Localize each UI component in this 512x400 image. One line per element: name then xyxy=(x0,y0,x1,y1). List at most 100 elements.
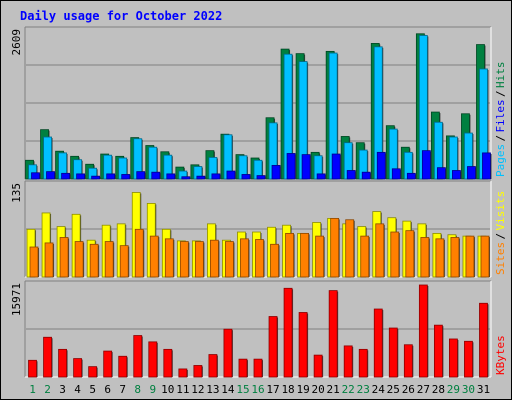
bar-sites-day-31 xyxy=(480,235,490,278)
bar-sites-day-2 xyxy=(44,242,54,278)
bar-sites-day-20 xyxy=(315,235,325,278)
bar-sites-day-24 xyxy=(375,223,385,278)
ymax-label-visits-sites: 135 xyxy=(10,183,23,203)
bar-kbytes-day-20 xyxy=(313,354,323,378)
x-tick-day-26: 26 xyxy=(402,383,415,396)
bar-kbytes-day-31 xyxy=(479,302,488,378)
x-tick-day-31: 31 xyxy=(477,383,490,396)
bar-sites-day-13 xyxy=(210,239,219,278)
bar-pages-day-11 xyxy=(181,176,191,180)
x-tick-day-6: 6 xyxy=(104,383,111,396)
x-tick-day-15: 15 xyxy=(236,383,249,396)
bar-kbytes-day-16 xyxy=(253,358,263,378)
legend-files: Files xyxy=(494,99,507,132)
bar-pages-day-28 xyxy=(436,167,446,180)
bar-kbytes-day-1 xyxy=(28,359,37,378)
bar-kbytes-day-21 xyxy=(328,290,338,378)
bar-sites-day-30 xyxy=(465,235,475,278)
bar-sites-day-18 xyxy=(285,232,294,278)
x-tick-day-18: 18 xyxy=(281,383,294,396)
bar-kbytes-day-29 xyxy=(449,338,458,378)
bar-sites-day-14 xyxy=(225,241,234,278)
x-tick-day-28: 28 xyxy=(432,383,445,396)
bar-kbytes-day-28 xyxy=(433,324,443,378)
bar-kbytes-day-24 xyxy=(373,308,383,378)
bar-pages-day-26 xyxy=(406,172,416,180)
bar-kbytes-day-22 xyxy=(343,345,353,378)
bar-kbytes-day-17 xyxy=(268,316,278,378)
x-tick-day-10: 10 xyxy=(161,383,174,396)
x-tick-day-20: 20 xyxy=(312,383,325,396)
x-tick-day-12: 12 xyxy=(191,383,204,396)
x-tick-day-25: 25 xyxy=(387,383,400,396)
bar-sites-day-17 xyxy=(270,243,279,278)
bar-kbytes-day-12 xyxy=(193,365,203,378)
ymax-label-kbytes: 15971 xyxy=(10,283,23,316)
bar-sites-day-12 xyxy=(194,241,204,278)
bar-pages-day-20 xyxy=(316,173,326,180)
bar-pages-day-4 xyxy=(76,173,86,180)
bar-kbytes-day-27 xyxy=(418,284,428,378)
bar-pages-day-2 xyxy=(46,171,55,180)
bar-sites-day-4 xyxy=(74,241,84,278)
x-tick-day-4: 4 xyxy=(74,383,81,396)
x-tick-day-14: 14 xyxy=(221,383,235,396)
bar-pages-day-25 xyxy=(391,168,401,180)
x-tick-day-17: 17 xyxy=(266,383,279,396)
x-tick-day-11: 11 xyxy=(176,383,189,396)
bar-pages-day-30 xyxy=(467,166,476,180)
bar-pages-day-13 xyxy=(211,173,221,180)
bar-sites-day-10 xyxy=(164,238,174,278)
bar-sites-day-28 xyxy=(435,238,445,278)
bar-pages-day-29 xyxy=(452,170,461,180)
bar-sites-day-8 xyxy=(134,228,144,278)
bar-kbytes-day-9 xyxy=(148,341,158,378)
bar-kbytes-day-2 xyxy=(43,336,52,378)
bar-sites-day-3 xyxy=(59,237,69,278)
bar-kbytes-day-23 xyxy=(358,348,368,378)
bar-kbytes-day-13 xyxy=(208,354,218,378)
bar-sites-day-9 xyxy=(149,235,159,278)
x-tick-day-23: 23 xyxy=(357,383,370,396)
legend-visits: Visits xyxy=(494,191,507,231)
x-tick-day-3: 3 xyxy=(59,383,66,396)
bar-kbytes-day-8 xyxy=(133,335,143,378)
bar-sites-day-16 xyxy=(255,239,264,278)
bar-pages-day-18 xyxy=(286,153,296,180)
x-tick-day-7: 7 xyxy=(119,383,126,396)
bar-pages-day-19 xyxy=(301,154,311,180)
x-tick-day-2: 2 xyxy=(44,383,51,396)
legend-kbytes: KBytes xyxy=(494,335,507,375)
bar-sites-day-15 xyxy=(240,238,249,278)
x-tick-day-13: 13 xyxy=(206,383,219,396)
bar-pages-day-17 xyxy=(271,164,281,180)
bar-pages-day-7 xyxy=(121,174,131,180)
bar-kbytes-day-18 xyxy=(283,287,293,378)
x-tick-day-8: 8 xyxy=(134,383,141,396)
bar-pages-day-31 xyxy=(482,152,491,180)
bar-sites-day-29 xyxy=(450,237,460,278)
bar-pages-day-3 xyxy=(61,172,70,180)
bar-sites-day-19 xyxy=(300,232,309,278)
legend-separator: / xyxy=(494,135,507,142)
bar-sites-day-11 xyxy=(179,241,189,278)
bar-sites-day-1 xyxy=(29,246,39,278)
bar-pages-day-23 xyxy=(361,171,371,180)
bar-kbytes-day-4 xyxy=(73,358,83,378)
bar-pages-day-5 xyxy=(91,175,101,180)
bar-kbytes-day-26 xyxy=(403,344,413,378)
x-tick-day-5: 5 xyxy=(89,383,96,396)
bar-pages-day-12 xyxy=(196,175,206,180)
bar-kbytes-day-30 xyxy=(464,340,473,378)
bar-pages-day-6 xyxy=(106,173,116,180)
bar-sites-day-22 xyxy=(345,219,355,278)
bar-kbytes-day-6 xyxy=(103,350,113,378)
x-tick-day-21: 21 xyxy=(327,383,340,396)
bar-pages-day-24 xyxy=(376,151,386,180)
bar-pages-day-1 xyxy=(31,172,40,180)
bar-kbytes-day-25 xyxy=(388,327,398,378)
x-tick-day-27: 27 xyxy=(417,383,430,396)
x-tick-day-22: 22 xyxy=(342,383,355,396)
